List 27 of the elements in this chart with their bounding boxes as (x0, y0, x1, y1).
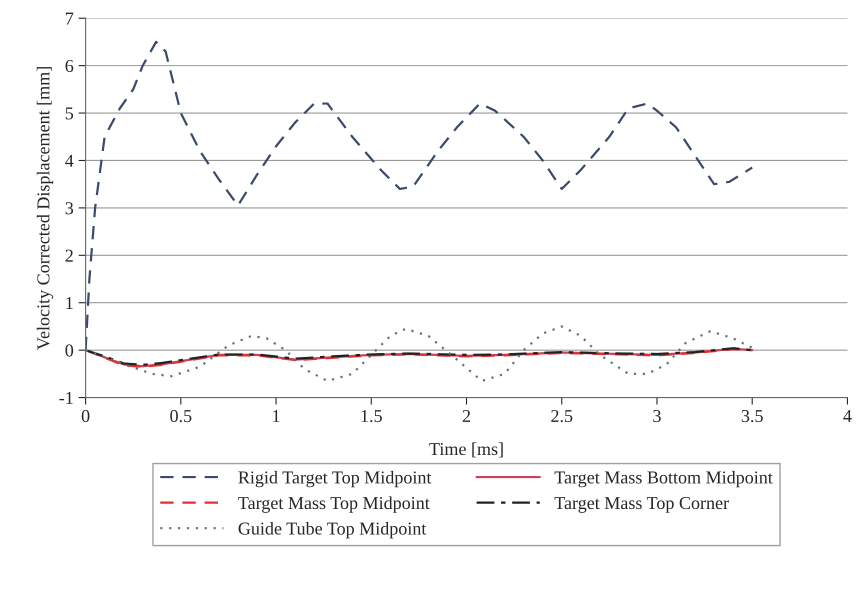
legend-label: Target Mass Bottom Midpoint (554, 470, 773, 488)
x-axis-title: Time [ms] (429, 442, 503, 458)
legend-label: Rigid Target Top Midpoint (238, 470, 432, 488)
x-tick-label: 0.5 (170, 410, 192, 422)
y-axis-title: Velocity Corrected Displacement [mm] (36, 67, 54, 350)
x-tick-label: 2 (462, 410, 470, 422)
y-tick-label: 7 (66, 12, 74, 24)
legend-label: Target Mass Top Corner (554, 496, 729, 513)
x-tick-label: 3 (653, 410, 661, 422)
legend-label: Guide Tube Top Midpoint (238, 522, 426, 538)
x-tick-label: 1.5 (362, 410, 382, 422)
legend-label: Target Mass Top Midpoint (238, 496, 430, 513)
x-tick-label: 4 (843, 410, 852, 422)
x-tick-label: 1 (273, 410, 280, 422)
y-tick-label: 4 (65, 154, 74, 167)
line-series (86, 40, 754, 352)
y-tick-label: -1 (59, 392, 73, 404)
y-tick-label: 6 (66, 60, 74, 72)
x-tick-label: 3.5 (742, 410, 763, 422)
line-series (86, 325, 754, 382)
y-tick-label: 3 (66, 202, 74, 214)
x-tick-label: 2.5 (551, 410, 572, 422)
y-tick-label: 1 (66, 297, 73, 310)
y-tick-label: 5 (66, 107, 74, 120)
y-tick-label: 2 (66, 250, 73, 262)
x-tick-label: 0 (82, 410, 90, 422)
y-tick-label: 0 (65, 344, 74, 357)
